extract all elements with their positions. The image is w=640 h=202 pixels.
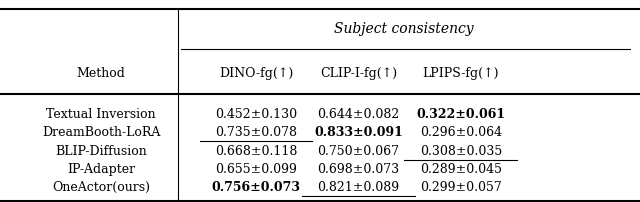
Text: Textual Inversion: Textual Inversion bbox=[46, 108, 156, 121]
Text: 0.308±0.035: 0.308±0.035 bbox=[420, 145, 502, 158]
Text: Method: Method bbox=[77, 67, 125, 80]
Text: 0.698±0.073: 0.698±0.073 bbox=[317, 163, 399, 176]
Text: 0.322±0.061: 0.322±0.061 bbox=[416, 108, 506, 121]
Text: 0.668±0.118: 0.668±0.118 bbox=[215, 145, 297, 158]
Text: 0.296±0.064: 0.296±0.064 bbox=[420, 126, 502, 139]
Text: BLIP-Diffusion: BLIP-Diffusion bbox=[55, 145, 147, 158]
Text: 0.655±0.099: 0.655±0.099 bbox=[215, 163, 297, 176]
Text: 0.821±0.089: 0.821±0.089 bbox=[317, 181, 399, 194]
Text: 0.735±0.078: 0.735±0.078 bbox=[215, 126, 297, 139]
Text: 0.299±0.057: 0.299±0.057 bbox=[420, 181, 502, 194]
Text: OneActor(ours): OneActor(ours) bbox=[52, 181, 150, 194]
Text: 0.833±0.091: 0.833±0.091 bbox=[314, 126, 403, 139]
Text: 0.756±0.073: 0.756±0.073 bbox=[211, 181, 301, 194]
Text: 0.750±0.067: 0.750±0.067 bbox=[317, 145, 399, 158]
Text: IP-Adapter: IP-Adapter bbox=[67, 163, 135, 176]
Text: DINO-fg(↑): DINO-fg(↑) bbox=[219, 67, 293, 80]
Text: 0.289±0.045: 0.289±0.045 bbox=[420, 163, 502, 176]
Text: Subject consistency: Subject consistency bbox=[334, 22, 474, 36]
Text: DreamBooth-LoRA: DreamBooth-LoRA bbox=[42, 126, 160, 139]
Text: 0.644±0.082: 0.644±0.082 bbox=[317, 108, 399, 121]
Text: 0.452±0.130: 0.452±0.130 bbox=[215, 108, 297, 121]
Text: CLIP-I-fg(↑): CLIP-I-fg(↑) bbox=[320, 67, 397, 80]
Text: LPIPS-fg(↑): LPIPS-fg(↑) bbox=[422, 67, 499, 80]
